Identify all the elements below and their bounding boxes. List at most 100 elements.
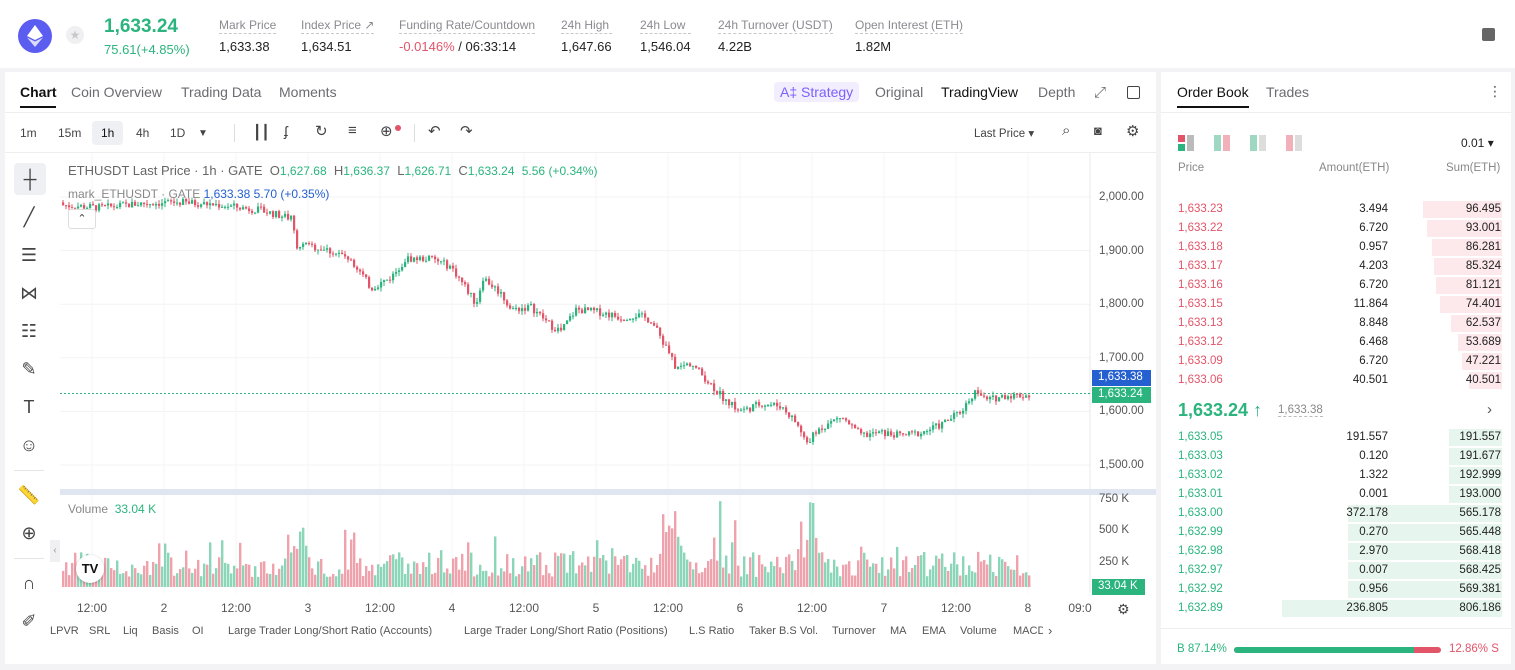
book-icon[interactable]: [1482, 28, 1495, 41]
indicator-item[interactable]: SRL: [89, 625, 111, 637]
collapse-legend-button[interactable]: ⌃: [68, 209, 96, 229]
ask-row[interactable]: 1,633.06 40.501 40.501: [1178, 371, 1502, 390]
candle-body: [455, 268, 458, 277]
trend-line-icon[interactable]: ╱: [23, 206, 35, 227]
ask-row[interactable]: 1,633.13 8.848 62.537: [1178, 314, 1502, 333]
ask-row[interactable]: 1,633.17 4.203 85.324: [1178, 257, 1502, 276]
tradingview-logo-icon[interactable]: TV: [76, 555, 104, 583]
axis-settings-icon[interactable]: ⚙: [1117, 601, 1130, 617]
interval-1d[interactable]: 1D: [170, 126, 186, 140]
tab-moments[interactable]: Moments: [279, 84, 337, 100]
interval-4h[interactable]: 4h: [136, 126, 150, 140]
ask-row[interactable]: 1,633.15 11.864 74.401: [1178, 295, 1502, 314]
candle-body: [686, 363, 689, 366]
ask-row[interactable]: 1,633.09 6.720 47.221: [1178, 352, 1502, 371]
ask-row[interactable]: 1,633.18 0.957 86.281: [1178, 238, 1502, 257]
indicator-item[interactable]: Turnover: [832, 625, 876, 637]
undo-icon[interactable]: ↶: [428, 123, 441, 140]
indicator-item[interactable]: LPVR: [50, 625, 79, 637]
pattern-icon[interactable]: ⋈: [20, 282, 38, 303]
indicator-item[interactable]: MA: [890, 625, 907, 637]
redo-icon[interactable]: ↷: [460, 123, 473, 140]
candlestick-chart[interactable]: [60, 153, 1156, 623]
price-type-select[interactable]: Last Price ▾: [974, 128, 1035, 140]
zoom-in-icon[interactable]: ⊕: [21, 522, 37, 543]
indicator-item[interactable]: EMA: [922, 625, 946, 637]
indicator-item[interactable]: Volume: [960, 625, 997, 637]
settings-gear-icon[interactable]: ⚙: [1126, 123, 1140, 140]
bid-row[interactable]: 1,633.02 1.322 192.999: [1178, 466, 1502, 485]
bid-row[interactable]: 1,632.99 0.270 565.448: [1178, 523, 1502, 542]
brush-icon[interactable]: ✎: [21, 358, 37, 379]
indicator-item[interactable]: L.S Ratio: [689, 625, 735, 637]
precision-select[interactable]: 0.01 ▾: [1461, 136, 1494, 150]
search-icon[interactable]: ⌕: [1062, 122, 1071, 139]
volume-bar: [116, 560, 119, 587]
ask-row[interactable]: 1,633.22 6.720 93.001: [1178, 219, 1502, 238]
indicator-scroll-right-icon[interactable]: ›: [1048, 623, 1053, 638]
lock-draw-icon[interactable]: ✐: [21, 610, 37, 631]
bid-row[interactable]: 1,633.03 0.120 191.677: [1178, 447, 1502, 466]
candle-body: [347, 256, 350, 260]
volume-bar: [581, 562, 584, 587]
tab-trading-data[interactable]: Trading Data: [181, 84, 262, 100]
collapse-toolbar-icon[interactable]: ‹: [50, 540, 60, 562]
indicator-item[interactable]: Large Trader Long/Short Ratio (Accounts): [228, 625, 433, 637]
bid-row[interactable]: 1,632.97 0.007 568.425: [1178, 561, 1502, 580]
strategy-button[interactable]: A‡ Strategy: [774, 82, 860, 102]
tab-order-book[interactable]: Order Book: [1177, 84, 1249, 100]
chevron-right-icon[interactable]: ›: [1487, 401, 1492, 418]
fibonacci-icon[interactable]: ☷: [20, 320, 38, 341]
candle-body: [332, 253, 335, 255]
camera-icon[interactable]: ◙: [1094, 123, 1102, 138]
indicator-item[interactable]: OI: [192, 625, 204, 637]
indicator-item[interactable]: Basis: [152, 625, 179, 637]
favorite-star-icon[interactable]: ★: [66, 26, 84, 44]
ask-row[interactable]: 1,633.16 6.720 81.121: [1178, 276, 1502, 295]
template-icon[interactable]: ≡: [348, 122, 357, 139]
book-view-split-icon[interactable]: [1214, 135, 1230, 151]
view-original[interactable]: Original: [875, 84, 924, 100]
interval-1m[interactable]: 1m: [20, 126, 37, 140]
tab-chart[interactable]: Chart: [20, 84, 57, 100]
indicator-item[interactable]: MACD: [1013, 625, 1043, 637]
ask-row[interactable]: 1,633.12 6.468 53.689: [1178, 333, 1502, 352]
view-depth[interactable]: Depth: [1038, 84, 1076, 100]
tab-trades[interactable]: Trades: [1266, 84, 1310, 100]
ask-row[interactable]: 1,633.23 3.494 96.495: [1178, 200, 1502, 219]
book-view-asks-icon[interactable]: [1286, 135, 1302, 151]
bid-row[interactable]: 1,632.89 236.805 806.186: [1178, 599, 1502, 618]
candle-body: [86, 207, 89, 209]
tab-coin-overview[interactable]: Coin Overview: [71, 84, 163, 100]
book-view-bids-icon[interactable]: [1250, 135, 1266, 151]
ruler-icon[interactable]: 📏: [17, 484, 41, 505]
bid-row[interactable]: 1,632.98 2.970 568.418: [1178, 542, 1502, 561]
bid-row[interactable]: 1,632.92 0.956 569.381: [1178, 580, 1502, 599]
bid-row[interactable]: 1,633.00 372.178 565.178: [1178, 504, 1502, 523]
stat-index-price[interactable]: Index Price ↗ 1,634.51: [301, 18, 375, 54]
interval-1h[interactable]: 1h: [92, 121, 124, 145]
more-options-icon[interactable]: ⋮: [1488, 83, 1502, 99]
book-view-both-icon[interactable]: [1178, 135, 1194, 151]
indicator-item[interactable]: Large Trader Long/Short Ratio (Positions…: [464, 625, 668, 637]
text-tool-icon[interactable]: T: [23, 396, 35, 417]
indicator-item[interactable]: Liq: [123, 625, 138, 637]
magnet-icon[interactable]: ∩: [22, 572, 36, 593]
expand-icon[interactable]: ⤢: [1094, 84, 1107, 101]
view-tradingview[interactable]: TradingView: [941, 84, 1019, 100]
candle-type-icon[interactable]: ┃┃: [253, 124, 270, 140]
indicators-icon[interactable]: ʄ: [284, 123, 288, 139]
crosshair-icon[interactable]: ┼: [14, 163, 46, 195]
add-icon[interactable]: ⊕: [380, 123, 393, 140]
bid-row[interactable]: 1,633.05 191.557 191.557: [1178, 428, 1502, 447]
interval-15m[interactable]: 15m: [58, 126, 82, 140]
volume-bar: [281, 565, 284, 587]
horizontal-lines-icon[interactable]: ☰: [20, 244, 38, 265]
fullscreen-icon[interactable]: [1127, 86, 1140, 99]
emoji-icon[interactable]: ☺: [19, 434, 39, 455]
indicator-item[interactable]: Taker B.S Vol.: [749, 625, 819, 637]
legend-symbol: ETHUSDT Last Price · 1h · GATE: [68, 163, 263, 178]
interval-dropdown-icon[interactable]: ▼: [198, 128, 208, 139]
replay-icon[interactable]: ↻: [315, 123, 328, 140]
bid-row[interactable]: 1,633.01 0.001 193.000: [1178, 485, 1502, 504]
